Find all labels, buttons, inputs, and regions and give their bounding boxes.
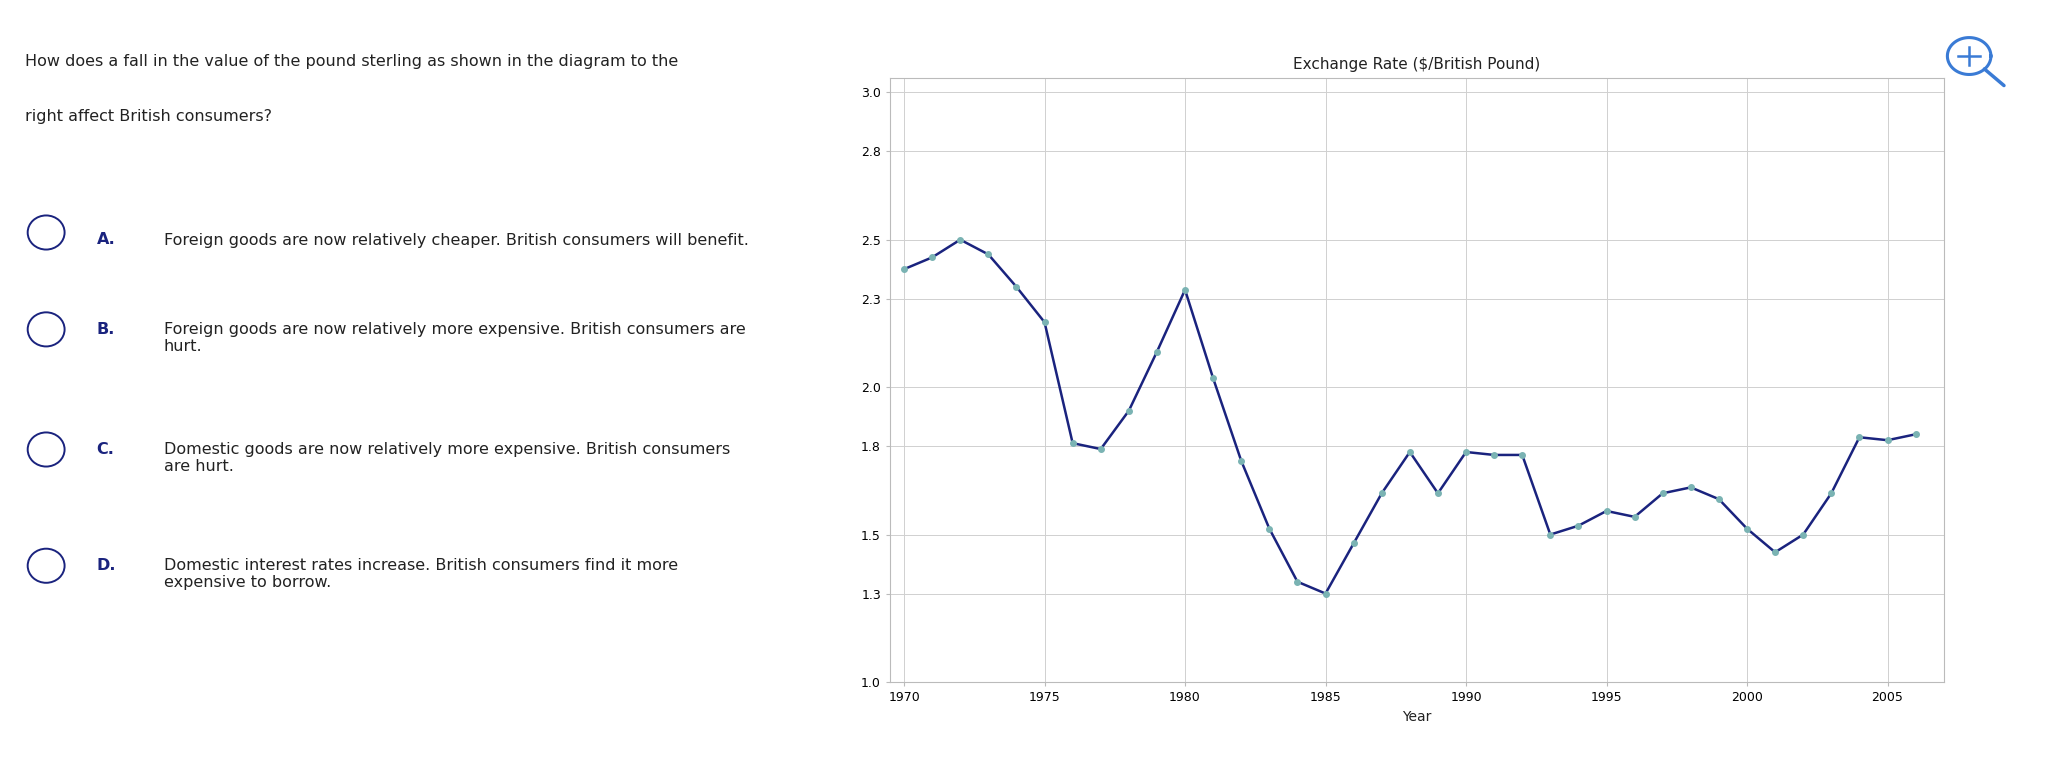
Title: Exchange Rate ($/British Pound): Exchange Rate ($/British Pound) (1293, 57, 1541, 72)
Text: Foreign goods are now relatively cheaper. British consumers will benefit.: Foreign goods are now relatively cheaper… (164, 232, 749, 247)
Text: A.: A. (96, 232, 115, 247)
Text: Foreign goods are now relatively more expensive. British consumers are
hurt.: Foreign goods are now relatively more ex… (164, 322, 745, 354)
Text: D.: D. (96, 558, 117, 573)
Text: How does a fall in the value of the pound sterling as shown in the diagram to th: How does a fall in the value of the poun… (25, 54, 679, 69)
Text: C.: C. (96, 442, 115, 456)
X-axis label: Year: Year (1402, 710, 1432, 724)
Text: Domestic goods are now relatively more expensive. British consumers
are hurt.: Domestic goods are now relatively more e… (164, 442, 730, 474)
Text: right affect British consumers?: right affect British consumers? (25, 109, 272, 123)
Text: B.: B. (96, 322, 115, 336)
Text: Domestic interest rates increase. British consumers find it more
expensive to bo: Domestic interest rates increase. Britis… (164, 558, 677, 591)
